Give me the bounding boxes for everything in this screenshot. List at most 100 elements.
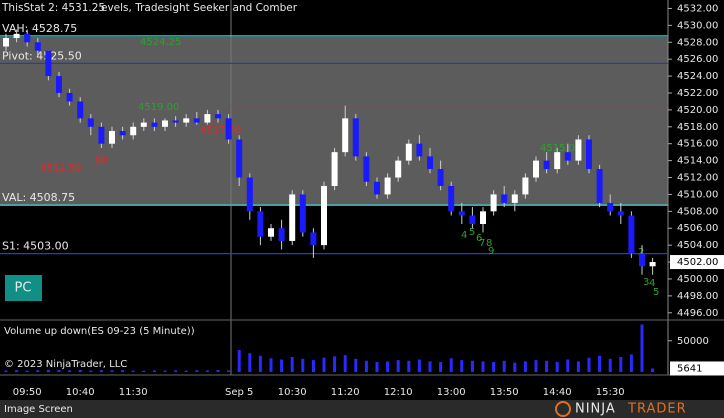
candle-body [140,122,147,127]
volume-bar [99,370,103,372]
candle-body [172,120,179,123]
annotation: 4524.25 [140,37,181,48]
pc-button[interactable] [5,275,42,301]
candle-body [628,215,635,254]
last-price-box [670,255,724,270]
candle-body [639,253,645,267]
candle-body [543,160,550,170]
x-tick-label: 15:30 [596,387,625,398]
copyright: © 2023 NinjaTrader, LLC [4,359,127,370]
volume-bar [78,370,82,372]
candle-body [193,118,200,123]
candle-body [649,262,656,267]
candle-body [416,143,423,157]
header: evels, Tradesight Seeker and Comber [101,2,298,14]
candle-body [352,118,359,157]
y-tick-label: 4512.00 [677,173,718,184]
footer-bar [0,400,724,418]
volume-bar [68,370,72,372]
y-tick-label: 4498.00 [677,291,718,302]
x-tick-label: 11:20 [331,387,360,398]
annotation: 8 [486,238,492,249]
x-tick-label: 11:30 [119,387,148,398]
annotation: 4512.50 [40,163,81,174]
y-tick-label: 4516.00 [677,139,718,150]
candle-body [215,114,221,119]
volume-bar [523,361,527,372]
x-tick-label: 09:50 [13,387,42,398]
candle-body [437,169,444,186]
candle-body [363,156,370,182]
candle-body [3,38,9,47]
volume-bar [545,360,549,372]
volume-bar [25,370,29,372]
level-label: VAH: 4528.75 [2,22,77,35]
volume-bar [513,362,517,372]
candle-body [586,139,592,170]
x-tick-label: Sep 5 [225,387,253,398]
volume-bar [343,355,347,372]
volume-bar [131,370,135,372]
y-tick-label: 4532.00 [677,3,718,14]
candle-body [533,160,539,178]
volume-bar [396,360,400,372]
volume-bar [619,357,623,372]
logo: NINJA [575,402,616,417]
candle-body [98,126,105,144]
candle-body [522,177,529,195]
volume-bar [163,370,167,372]
volume-bar [481,361,485,372]
volume-tick-label: 50000 [677,336,709,347]
y-tick-label: 4526.00 [677,54,718,65]
candle-body [151,122,158,127]
annotation: 4515.00 [540,143,581,154]
candle-body [268,228,274,237]
candle-body [617,211,624,216]
volume-bar [386,361,390,372]
candle-body [87,118,94,127]
y-tick-label: 4496.00 [677,308,718,319]
annotation: 5 [653,287,659,298]
volume-bar [576,361,580,372]
candle-body [607,202,614,212]
volume-bar [248,353,252,372]
candle-body [289,194,296,241]
volume-bar [407,360,411,372]
logo-icon [555,401,571,417]
volume-bar [89,370,93,372]
volume-bar [598,355,602,372]
candle-body [405,143,412,161]
pc-button-label[interactable]: PC [15,281,32,296]
annotation: 6 [476,233,482,244]
annotation: 4 [461,230,467,241]
candle-body [575,139,582,161]
volume-bar [237,350,241,372]
y-tick-label: 4506.00 [677,223,718,234]
volume-bar [36,370,40,372]
annotation: 80 [95,155,108,166]
candle-body [246,177,253,212]
x-tick-label: 13:00 [437,387,466,398]
candle-body [34,42,41,51]
candle-body [321,185,327,246]
y-tick-label: 4510.00 [677,189,718,200]
volume-bar [640,324,644,372]
volume-bar [205,370,209,372]
volume-bar [629,354,633,372]
candle-body [119,131,126,136]
candle-body [596,169,603,203]
candle-body [490,194,497,212]
volume-bar [417,359,421,372]
volume-bar [301,358,305,372]
volume-bar [227,370,231,372]
volume-bar [608,358,612,372]
annotation: 2 [638,247,644,258]
x-tick-label: 10:40 [66,387,95,398]
annotation: 7 [479,238,485,249]
candle-body [374,181,380,195]
footer: Image Screen [4,404,73,415]
volume-bar [449,358,453,372]
annotation: 5 [469,227,475,238]
annotation: 3 [643,277,649,288]
